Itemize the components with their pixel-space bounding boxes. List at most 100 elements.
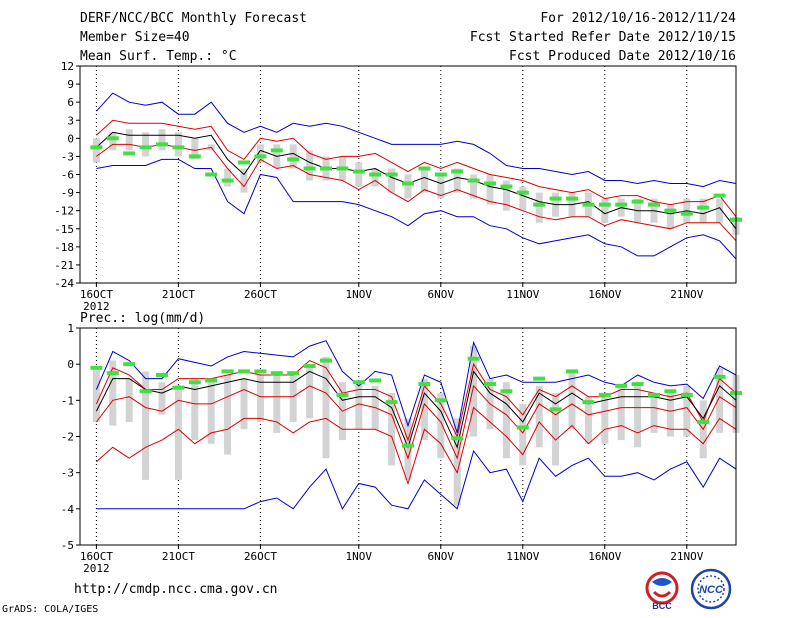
- climatology-mark: [484, 382, 496, 387]
- climatology-mark: [369, 172, 382, 177]
- ensemble-range-bar: [388, 168, 396, 193]
- climatology-mark: [270, 371, 283, 376]
- ensemble-range-bar: [601, 396, 609, 444]
- bcc-logo-text: BCC: [652, 601, 672, 611]
- x-tick-label: 16OCT: [80, 550, 113, 563]
- produced-date: Fcst Produced Date 2012/10/16: [509, 49, 736, 64]
- source-url[interactable]: http://cmdp.ncc.cma.gov.cn: [74, 582, 278, 597]
- climatology-mark: [336, 166, 349, 171]
- climatology-mark: [631, 382, 644, 387]
- climatology-mark: [238, 369, 250, 374]
- x-tick-label: 26OCT: [244, 550, 277, 563]
- x-tick-label: 16NOV: [588, 550, 621, 563]
- y-tick-label: -6: [61, 169, 74, 182]
- climatology-mark: [631, 199, 644, 204]
- ensemble-range-bar: [486, 174, 494, 205]
- forecast-title: DERF/NCC/BCC Monthly Forecast: [80, 11, 307, 26]
- series-line-max: [95, 340, 737, 434]
- x-tick-label: 21OCT: [162, 288, 195, 301]
- ensemble-range-bar: [601, 198, 609, 223]
- climatology-mark: [434, 172, 447, 177]
- climatology-mark: [648, 392, 660, 397]
- climatology-mark: [680, 211, 693, 216]
- x-tick-year: 2012: [83, 562, 110, 575]
- ensemble-range-bar: [256, 144, 264, 163]
- ensemble-range-bar: [716, 367, 724, 433]
- ensemble-range-bar: [256, 375, 264, 423]
- y-tick-label: 6: [67, 96, 74, 109]
- climatology-mark: [156, 373, 168, 378]
- x-tick-label: 16NOV: [588, 288, 621, 301]
- ensemble-range-bar: [371, 168, 379, 187]
- grads-credit: GrADS: COLA/IGES: [2, 604, 99, 615]
- y-tick-label: 12: [61, 60, 74, 73]
- bcc-logo: BCC: [645, 571, 679, 611]
- ensemble-range-bar: [191, 138, 199, 160]
- forecast-period: For 2012/10/16-2012/11/24: [540, 11, 736, 26]
- y-tick-label: 1: [67, 322, 74, 335]
- climatology-mark: [254, 154, 267, 159]
- ensemble-range-bar: [92, 138, 100, 163]
- plot-frame: [79, 65, 737, 284]
- ensemble-range-bar: [453, 168, 461, 193]
- climatology-mark: [139, 389, 152, 394]
- ensemble-range-bar: [355, 382, 363, 430]
- y-tick-label: -4: [61, 503, 75, 516]
- ensemble-range-bar: [420, 168, 428, 193]
- series-line-min: [96, 158, 737, 260]
- ensemble-range-bar: [240, 168, 248, 193]
- climatology-mark: [270, 148, 283, 153]
- x-tick-label: 11NOV: [506, 550, 539, 563]
- ensemble-range-bar: [289, 144, 297, 169]
- ensemble-range-bar: [207, 382, 215, 444]
- ensemble-range-bar: [109, 132, 117, 151]
- series-line-mean: [96, 131, 737, 230]
- ensemble-range-bar: [404, 174, 412, 199]
- precip-title: Prec.: log(mm/d): [80, 311, 205, 326]
- series-line-mean: [95, 370, 737, 449]
- ensemble-range-bar: [224, 168, 232, 187]
- ensemble-range-bar: [142, 132, 150, 157]
- series-line-lowest: [96, 406, 737, 486]
- ensemble-range-bar: [306, 367, 314, 419]
- ensemble-range-bar: [502, 382, 510, 459]
- ensemble-range-bar: [584, 396, 592, 444]
- series-line-lower: [96, 384, 737, 460]
- climatology-mark: [467, 356, 480, 361]
- climatology-mark: [582, 202, 595, 207]
- ensemble-range-bar: [617, 385, 625, 441]
- ensemble-range-bar: [453, 418, 461, 506]
- member-size: Member Size=40: [80, 30, 190, 45]
- climatology-mark: [549, 407, 562, 412]
- ensemble-range-bar: [650, 393, 658, 433]
- ensemble-range-bar: [224, 375, 232, 455]
- climatology-mark: [451, 169, 464, 174]
- climatology-mark: [352, 169, 365, 174]
- y-tick-label: -12: [54, 205, 74, 218]
- ensemble-range-bar: [142, 371, 150, 480]
- climatology-mark: [697, 205, 710, 210]
- climatology-mark: [648, 202, 660, 207]
- x-tick-label: 26OCT: [244, 288, 277, 301]
- climatology-mark: [139, 145, 152, 150]
- ensemble-range-bar: [355, 162, 363, 187]
- x-tick-label: 1NOV: [346, 550, 373, 563]
- ensemble-range-bar: [437, 174, 445, 199]
- header-right: For 2012/10/16-2012/11/24 Fcst Started R…: [470, 11, 736, 68]
- variable-label: Mean Surf. Temp.: °C: [80, 49, 237, 64]
- y-tick-label: -18: [54, 241, 74, 254]
- climatology-mark: [582, 400, 595, 405]
- ensemble-range-bar: [666, 204, 674, 229]
- ensemble-range-bar: [699, 198, 707, 223]
- ensemble-range-bar: [158, 382, 166, 415]
- series-line-min: [96, 449, 737, 510]
- climatology-mark: [336, 392, 349, 397]
- x-tick-label: 21NOV: [670, 550, 703, 563]
- ensemble-range-bar: [322, 356, 330, 459]
- climatology-mark: [352, 380, 365, 385]
- climatology-mark: [500, 389, 513, 394]
- ensemble-range-bar: [568, 371, 576, 430]
- climatology-mark: [172, 385, 185, 390]
- ensemble-range-bar: [470, 346, 478, 437]
